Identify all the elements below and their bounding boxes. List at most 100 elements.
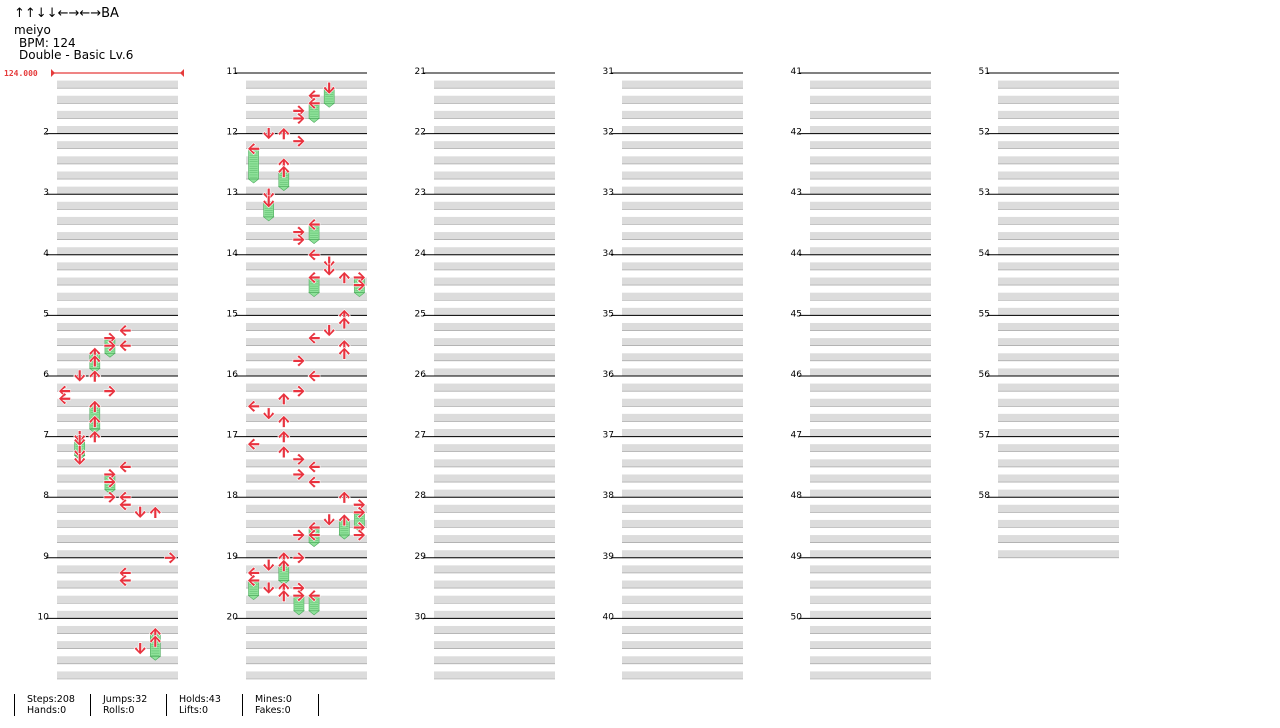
hold-tail: [308, 542, 320, 548]
beat-stripe: [622, 156, 743, 164]
measure-number: 39: [603, 552, 615, 562]
tap-arrow-up: [88, 369, 102, 383]
hold-tail: [293, 610, 305, 616]
tap-arrow-left: [307, 460, 321, 474]
beat-stripe: [246, 489, 367, 498]
beat-stripe: [810, 80, 931, 89]
beat-stripe: [998, 307, 1119, 316]
beat-stripe: [998, 277, 1119, 286]
beat-stripe: [57, 80, 178, 89]
measure-number: 56: [979, 370, 991, 380]
tap-arrow-left: [247, 574, 260, 587]
hold-tail: [308, 610, 320, 616]
tap-arrow-down: [322, 256, 336, 269]
tap-arrow-down: [262, 195, 276, 209]
beat-stripe: [246, 641, 367, 649]
measure-number: 18: [227, 491, 239, 501]
measure-number: 15: [227, 309, 238, 319]
beat-stripe: [57, 489, 178, 498]
beat-stripe: [434, 489, 555, 498]
beat-stripe: [57, 292, 178, 301]
beat-stripe: [246, 429, 367, 437]
beat-stripe: [434, 95, 555, 104]
beat-stripe: [810, 292, 931, 301]
beat-stripe: [246, 232, 367, 240]
tap-arrow-down: [73, 369, 87, 383]
beat-stripe: [622, 429, 743, 437]
tap-arrow-down: [133, 642, 147, 656]
beat-stripe: [998, 459, 1119, 467]
measure-number: 27: [415, 431, 426, 441]
beat-stripe: [622, 171, 743, 180]
beat-stripe: [998, 444, 1119, 452]
beat-stripe: [57, 186, 178, 195]
beat-stripe: [57, 322, 178, 331]
beat-stripe: [810, 504, 931, 513]
tap-arrow-up: [148, 505, 162, 519]
beat-stripe: [434, 383, 555, 392]
hold-tail: [149, 655, 162, 661]
beat-stripe: [246, 413, 367, 422]
stat-rolls: Rolls:0: [103, 705, 135, 716]
beat-stripe: [246, 338, 367, 346]
tap-arrow-left: [307, 271, 321, 284]
tap-arrow-left: [307, 521, 321, 534]
beat-stripe: [434, 671, 555, 679]
beat-stripe: [246, 368, 367, 376]
beat-stripe: [810, 519, 931, 528]
beat-stripe: [434, 444, 555, 452]
beat-stripe: [998, 95, 1119, 104]
measure-number: 43: [791, 188, 802, 198]
beat-stripe: [57, 444, 178, 452]
beat-stripe: [622, 656, 743, 664]
measure-number: 49: [791, 552, 803, 562]
tap-arrow-right: [103, 475, 117, 489]
beat-stripe: [998, 186, 1119, 195]
tap-arrow-right: [103, 490, 117, 504]
beat-stripe: [246, 201, 367, 210]
beat-stripe: [622, 565, 743, 573]
tap-arrow-up: [277, 589, 291, 602]
tap-arrow-up: [337, 346, 351, 360]
beat-stripe: [57, 95, 178, 104]
tap-arrow-up: [337, 271, 351, 284]
tap-arrow-right: [353, 278, 366, 292]
measure-number: 54: [979, 249, 991, 259]
beat-stripe: [622, 535, 743, 543]
beat-stripe: [998, 141, 1119, 149]
beat-stripe: [246, 444, 367, 452]
beat-stripe: [246, 353, 367, 361]
beat-stripe: [57, 216, 178, 225]
hold-tail: [247, 595, 260, 601]
tap-arrow-left: [118, 574, 132, 587]
beat-stripe: [57, 504, 178, 513]
tap-arrow-left: [58, 392, 71, 406]
beat-stripe: [810, 474, 931, 483]
beat-stripe: [434, 322, 555, 331]
tap-arrow-up: [337, 490, 351, 504]
tap-arrow-left: [118, 566, 132, 580]
beat-stripe: [246, 186, 367, 195]
beat-stripe: [246, 383, 367, 392]
tap-arrow-left: [118, 460, 132, 474]
tap-arrow-left: [247, 142, 260, 156]
beat-stripe: [622, 413, 743, 422]
tap-arrow-left: [118, 339, 132, 353]
beat-stripe: [998, 156, 1119, 164]
beat-stripe: [57, 641, 178, 649]
tap-arrow-up: [277, 415, 291, 428]
measure-number: 32: [603, 128, 614, 138]
beat-stripe: [246, 126, 367, 134]
tap-arrow-right: [292, 551, 306, 565]
beat-stripe: [57, 247, 178, 255]
beat-stripe: [246, 277, 367, 286]
beat-stripe: [246, 656, 367, 664]
beat-stripe: [622, 474, 743, 483]
beat-stripe: [810, 110, 931, 119]
stat-jumps: Jumps:32: [103, 694, 148, 705]
tap-arrow-left: [307, 89, 321, 103]
beat-stripe: [246, 580, 367, 589]
beat-stripe: [622, 95, 743, 104]
measure-number: 51: [979, 67, 990, 77]
beat-stripe: [246, 535, 367, 543]
